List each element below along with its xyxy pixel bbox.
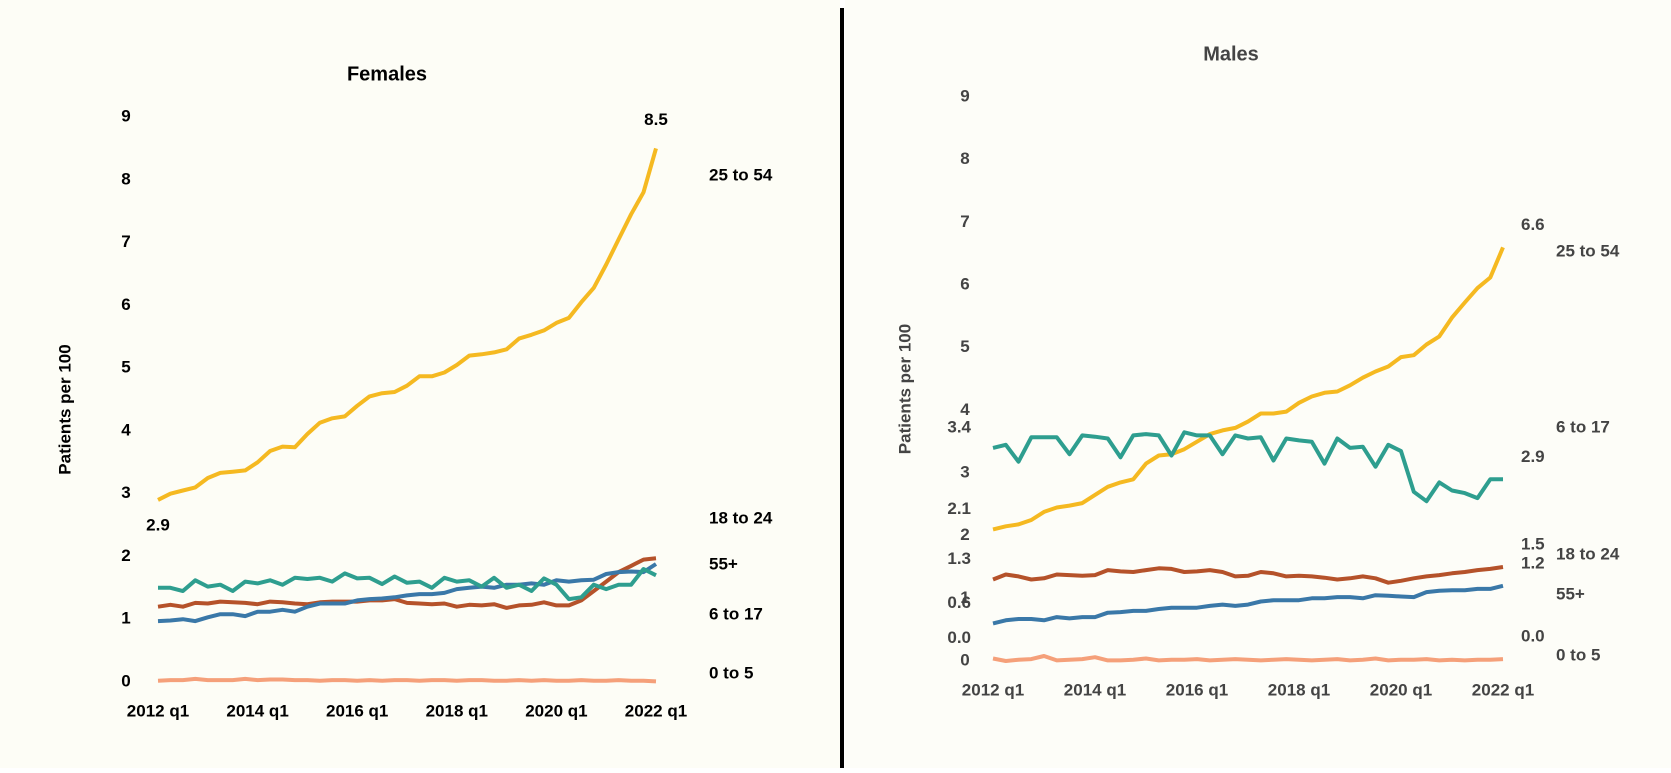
x-tick-label: 2016 q1 <box>326 701 388 720</box>
y-tick-label: 8 <box>121 169 130 188</box>
value-label: 1.3 <box>947 549 971 568</box>
y-tick-label: 7 <box>121 232 130 251</box>
value-label: 6.6 <box>1521 215 1545 234</box>
y-tick-label: 1 <box>121 609 130 628</box>
divider <box>840 8 844 768</box>
series-label: 0 to 5 <box>1556 645 1600 664</box>
series-line <box>992 430 1503 504</box>
right-panel <box>845 0 1671 768</box>
y-tick-label: 3 <box>960 462 969 481</box>
y-axis-title: Patients per 100 <box>895 324 914 454</box>
series-line <box>157 562 658 624</box>
y-tick-label: 2 <box>960 525 969 544</box>
series-label: 18 to 24 <box>709 508 773 527</box>
series-line <box>992 565 1504 585</box>
y-tick-label: 6 <box>121 295 130 314</box>
x-tick-label: 2016 q1 <box>1166 680 1228 699</box>
series-label: 0 to 5 <box>709 663 753 682</box>
left-panel <box>0 0 840 768</box>
x-tick-label: 2018 q1 <box>426 701 488 720</box>
series-label: 18 to 24 <box>1556 544 1620 563</box>
y-tick-label: 7 <box>960 212 969 231</box>
value-label: 8.5 <box>644 110 668 129</box>
x-tick-label: 2012 q1 <box>962 680 1024 699</box>
y-tick-label: 9 <box>121 106 130 125</box>
y-tick-label: 0 <box>960 650 969 669</box>
x-tick-label: 2020 q1 <box>1370 680 1432 699</box>
value-label: 2.9 <box>1521 447 1545 466</box>
chart-title: Females <box>347 63 427 85</box>
value-label: 0.0 <box>1521 627 1545 646</box>
chart-title: Males <box>1203 43 1259 65</box>
value-label: 0.6 <box>947 593 971 612</box>
y-tick-label: 6 <box>960 274 969 293</box>
x-tick-label: 2012 q1 <box>127 701 189 720</box>
series-line <box>992 246 1505 532</box>
y-tick-label: 3 <box>121 483 130 502</box>
y-tick-label: 8 <box>960 149 969 168</box>
series-line <box>157 556 657 610</box>
x-tick-label: 2018 q1 <box>1268 680 1330 699</box>
value-label: 3.4 <box>947 417 971 436</box>
y-tick-label: 9 <box>960 86 969 105</box>
x-tick-label: 2014 q1 <box>226 701 288 720</box>
value-label: 2.1 <box>947 499 971 518</box>
value-label: 0.0 <box>947 628 971 647</box>
series-label: 25 to 54 <box>1556 241 1620 260</box>
series-label: 6 to 17 <box>709 604 763 623</box>
series-line <box>157 147 658 502</box>
y-tick-label: 2 <box>121 546 130 565</box>
series-label: 6 to 17 <box>1556 417 1610 436</box>
value-label: 1.5 <box>1521 534 1545 553</box>
value-label: 1.2 <box>1521 553 1545 572</box>
series-line <box>158 567 657 602</box>
y-tick-label: 5 <box>121 358 130 377</box>
value-label: 2.9 <box>146 515 170 534</box>
x-tick-label: 2022 q1 <box>1472 680 1534 699</box>
series-line <box>157 676 657 684</box>
y-tick-label: 1 <box>960 588 969 607</box>
x-tick-label: 2020 q1 <box>525 701 587 720</box>
series-label: 55+ <box>709 554 738 573</box>
series-line <box>992 654 1504 663</box>
series-label: 55+ <box>1556 584 1585 603</box>
x-tick-label: 2014 q1 <box>1064 680 1126 699</box>
series-label: 25 to 54 <box>709 165 773 184</box>
x-tick-label: 2022 q1 <box>625 701 687 720</box>
y-tick-label: 4 <box>960 400 970 419</box>
y-tick-label: 5 <box>960 337 969 356</box>
y-tick-label: 0 <box>121 671 130 690</box>
y-tick-label: 4 <box>121 420 131 439</box>
y-axis-title: Patients per 100 <box>55 344 74 474</box>
series-line <box>992 583 1504 626</box>
